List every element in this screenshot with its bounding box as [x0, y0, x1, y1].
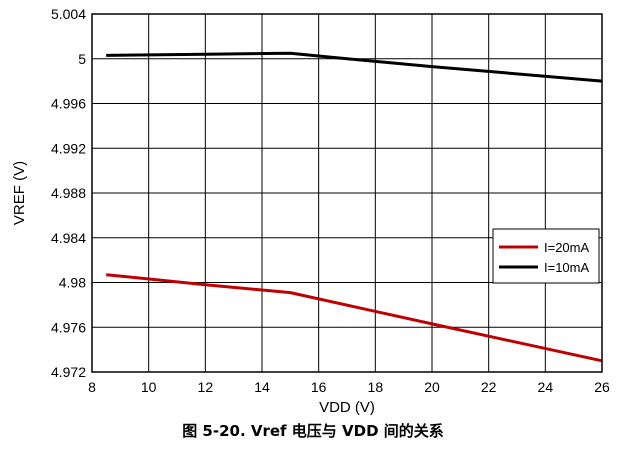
grid-lines: [92, 14, 602, 372]
x-tick-label: 8: [88, 379, 96, 395]
y-tick-label: 4.984: [51, 230, 86, 246]
y-tick-label: 4.988: [51, 185, 86, 201]
y-tick-label: 4.996: [51, 96, 86, 112]
legend-box: [492, 228, 600, 284]
x-tick-label: 14: [254, 379, 270, 395]
y-axis-label: VREF (V): [11, 161, 28, 225]
x-tick-label: 16: [311, 379, 327, 395]
series-line-i10ma: [106, 51, 603, 83]
figure-caption: 图 5-20. Vref 电压与 VDD 间的关系: [182, 422, 444, 440]
series-lines: [106, 51, 603, 363]
x-tick-label: 22: [481, 379, 497, 395]
x-tick-label: 12: [198, 379, 214, 395]
legend-label-i20ma: I=20mA: [544, 240, 589, 255]
x-tick-label: 26: [594, 379, 610, 395]
y-tick-label: 4.976: [51, 319, 86, 335]
series-line-i20ma: [106, 273, 603, 363]
plot-frame: [91, 13, 603, 373]
x-tick-label: 18: [368, 379, 384, 395]
x-tick-label: 20: [424, 379, 440, 395]
y-tick-labels: 5.004 5 4.996 4.992 4.988 4.984 4.98 4.976 4.972: [51, 6, 86, 380]
y-tick-label: 5: [78, 51, 86, 67]
y-tick-label: 4.98: [59, 275, 86, 291]
vref-vs-vdd-chart: 8 10 12 14 16 18 20 22 24 26 5.004 5 4.996 4.992 4.98…: [11, 6, 610, 416]
y-tick-label: 5.004: [51, 6, 86, 22]
x-tick-labels: 8 10 12 14 16 18 20 22 24 26: [88, 379, 610, 395]
legend-label-i10ma: I=10mA: [544, 260, 589, 275]
x-tick-label: 24: [538, 379, 554, 395]
legend: I=20mA I=10mA: [492, 228, 600, 284]
y-tick-label: 4.992: [51, 140, 86, 156]
x-tick-label: 10: [141, 379, 157, 395]
y-tick-label: 4.972: [51, 364, 86, 380]
x-axis-label: VDD (V): [319, 399, 375, 416]
